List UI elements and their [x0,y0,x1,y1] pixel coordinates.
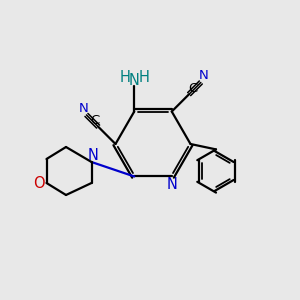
Text: C: C [188,82,197,94]
Text: H: H [138,70,149,85]
Text: N: N [167,177,178,192]
Text: N: N [129,73,140,88]
Text: N: N [79,102,89,115]
Text: N: N [88,148,99,163]
Text: C: C [90,114,99,127]
Text: H: H [119,70,130,85]
Text: N: N [198,69,208,82]
Text: O: O [33,176,45,190]
